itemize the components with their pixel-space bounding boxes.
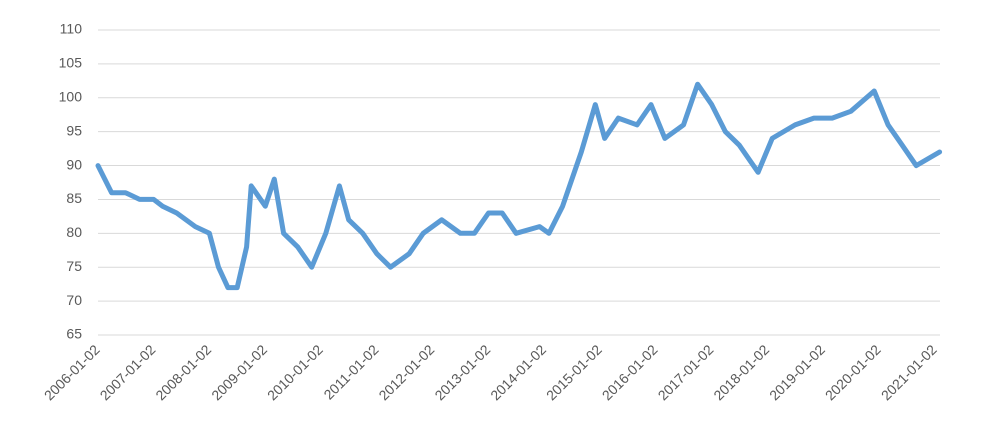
y-tick-label: 65 (66, 326, 82, 342)
x-tick-label: 2015-01-02 (543, 341, 605, 403)
y-tick-label: 80 (66, 224, 82, 240)
y-tick-label: 85 (66, 190, 82, 206)
x-tick-label: 2017-01-02 (655, 341, 717, 403)
x-tick-label: 2021-01-02 (878, 341, 940, 403)
x-tick-label: 2018-01-02 (710, 341, 772, 403)
y-tick-label: 110 (60, 21, 83, 37)
y-tick-label: 95 (66, 122, 82, 138)
x-tick-label: 2016-01-02 (599, 341, 661, 403)
y-tick-label: 70 (66, 292, 82, 308)
x-tick-label: 2009-01-02 (208, 341, 270, 403)
x-tick-label: 2006-01-02 (41, 341, 103, 403)
x-tick-label: 2007-01-02 (97, 341, 159, 403)
y-tick-label: 90 (66, 156, 82, 172)
x-tick-label: 2014-01-02 (487, 341, 549, 403)
x-tick-label: 2008-01-02 (152, 341, 214, 403)
x-tick-label: 2012-01-02 (375, 341, 437, 403)
x-tick-label: 2010-01-02 (264, 341, 326, 403)
x-tick-label: 2013-01-02 (431, 341, 493, 403)
y-tick-label: 105 (59, 55, 83, 71)
y-tick-label: 75 (66, 258, 82, 274)
x-tick-label: 2020-01-02 (822, 341, 884, 403)
data-line (95, 81, 943, 291)
x-tick-label: 2019-01-02 (766, 341, 828, 403)
y-tick-label: 100 (59, 88, 83, 104)
x-tick-label: 2011-01-02 (320, 341, 381, 402)
